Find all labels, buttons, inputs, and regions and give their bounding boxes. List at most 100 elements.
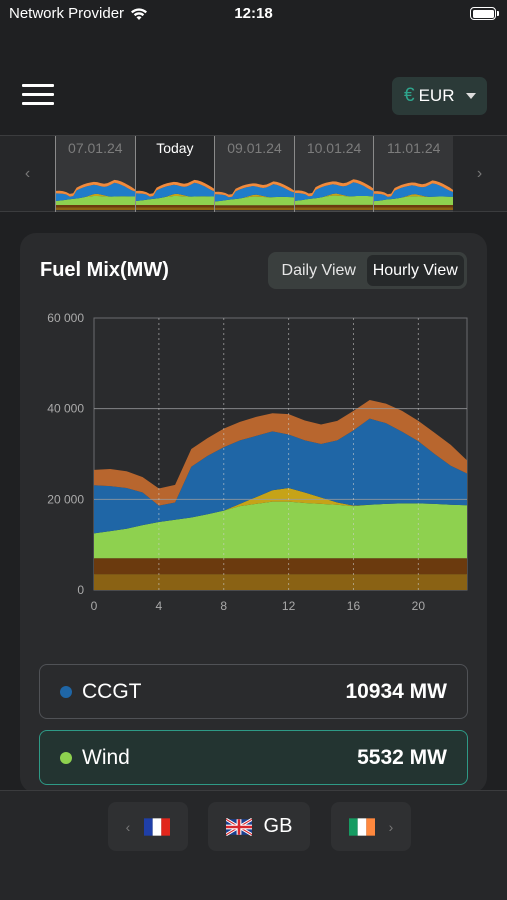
hamburger-menu-icon[interactable] (22, 84, 54, 110)
x-tick-label: 16 (347, 599, 361, 613)
day-tab[interactable]: 09.01.24 (214, 136, 295, 212)
caret-down-icon (466, 93, 477, 99)
legend-value: 5532 MW (357, 745, 447, 769)
battery-icon (470, 7, 499, 20)
ccgt-dot (60, 685, 72, 698)
ccgt-mini-area (294, 182, 374, 201)
y-tick-label: 0 (77, 583, 84, 597)
legend-item-ccgt[interactable]: CCGT 10934 MW (39, 664, 468, 719)
day-tab[interactable]: 07.01.24 (55, 136, 135, 212)
legend-name: Wind (82, 745, 130, 769)
uk-flag-icon (225, 817, 252, 836)
day-tab[interactable]: 11.01.24 (373, 136, 454, 212)
base1-mini-area (56, 207, 135, 210)
view-toggle: Daily View Hourly View (268, 252, 467, 289)
day-label: 11.01.24 (386, 140, 441, 156)
base1-mini-area (135, 207, 215, 210)
clock: 12:18 (234, 5, 273, 22)
solar-mini-area (56, 193, 135, 201)
currency-label: EUR (418, 86, 455, 105)
solar-mini-area (215, 194, 295, 202)
wind-mini-area (56, 195, 135, 205)
base1-mini-area (215, 207, 295, 210)
base2-area (94, 558, 467, 575)
base1-mini-area (294, 207, 374, 210)
ccgt-mini-area (135, 182, 215, 201)
status-bar: Network Provider 12:18 (0, 0, 507, 30)
chevron-left-icon: ‹ (125, 818, 131, 835)
x-tick-label: 20 (412, 599, 426, 613)
wind-area (94, 501, 467, 559)
x-tick-label: 4 (156, 599, 163, 613)
day-tab[interactable]: 10.01.24 (293, 136, 374, 212)
hourly-view-button[interactable]: Hourly View (366, 255, 464, 286)
chevron-right-icon: › (388, 818, 394, 835)
wind-mini-area (294, 195, 374, 205)
x-tick-label: 12 (282, 599, 296, 613)
prev-country-button[interactable]: ‹ (108, 802, 188, 851)
next-country-button[interactable]: › (331, 802, 411, 851)
fuel-mix-chart: 0 20 000 40 000 60 000 0 4 8 12 16 20 (47, 311, 468, 613)
solar-mini-area (374, 194, 454, 202)
other-mini-area (294, 179, 374, 197)
day-tab-today[interactable]: Today (134, 136, 215, 212)
solar-mini-area (294, 193, 374, 201)
base2-mini-area (215, 205, 295, 208)
solar-mini-area (135, 193, 215, 201)
legend-value: 10934 MW (345, 679, 447, 703)
ccgt-mini-area (374, 183, 454, 202)
wind-mini-area (374, 196, 454, 206)
france-flag-icon (144, 817, 171, 836)
ireland-flag-icon (348, 817, 375, 836)
ccgt-mini-area (215, 184, 295, 202)
other-mini-area (56, 179, 135, 197)
current-country-button[interactable]: GB (208, 802, 310, 851)
base2-mini-area (56, 204, 135, 208)
legend-item-wind[interactable]: Wind 5532 MW (39, 730, 468, 785)
day-timeline: ‹ 07.01.24 Today 09.01.24 10.01.24 11.01… (0, 135, 507, 212)
day-mini-chart (56, 179, 135, 210)
ccgt-area (94, 418, 467, 534)
wind-dot (60, 751, 72, 764)
x-tick-label: 0 (91, 599, 98, 613)
day-mini-chart (215, 181, 295, 210)
day-mini-chart (374, 180, 454, 210)
y-tick-label: 60 000 (47, 311, 84, 325)
chevron-left-icon[interactable]: ‹ (24, 165, 31, 182)
card-title: Fuel Mix(MW) (40, 259, 169, 281)
day-label: Today (156, 140, 194, 156)
current-country-label: GB (263, 815, 293, 837)
other-mini-area (374, 180, 454, 197)
day-label: 10.01.24 (306, 140, 362, 156)
daily-view-button[interactable]: Daily View (281, 261, 356, 279)
euro-icon: € (404, 85, 415, 106)
ccgt-mini-area (56, 182, 135, 201)
base1-area (94, 574, 467, 590)
day-label: 07.01.24 (68, 140, 123, 156)
fuel-mix-card: Fuel Mix(MW) Daily View Hourly View 0 20 … (20, 233, 487, 793)
other-mini-area (215, 181, 295, 198)
currency-selector[interactable]: € EUR (392, 77, 487, 115)
base2-mini-area (294, 204, 374, 208)
other-mini-area (135, 179, 215, 197)
day-strip: 07.01.24 Today 09.01.24 10.01.24 11.01.2… (55, 136, 454, 212)
carrier: Network Provider (9, 5, 148, 22)
base2-mini-area (374, 205, 454, 208)
wind-mini-area (135, 195, 215, 205)
base2-mini-area (135, 204, 215, 208)
country-bar: ‹ GB › (0, 790, 507, 900)
base1-mini-area (374, 207, 454, 210)
y-tick-label: 20 000 (47, 492, 84, 506)
solar-area (94, 488, 467, 534)
day-label: 09.01.24 (227, 140, 282, 156)
day-mini-chart (135, 179, 215, 210)
x-tick-label: 8 (220, 599, 227, 613)
y-tick-label: 40 000 (47, 402, 84, 416)
chevron-right-icon[interactable]: › (476, 165, 483, 182)
carrier-name: Network Provider (9, 5, 125, 22)
legend-name: CCGT (82, 679, 142, 703)
wifi-icon (131, 7, 148, 20)
day-mini-chart (294, 179, 374, 210)
other-area (94, 400, 467, 506)
wind-mini-area (215, 196, 295, 206)
